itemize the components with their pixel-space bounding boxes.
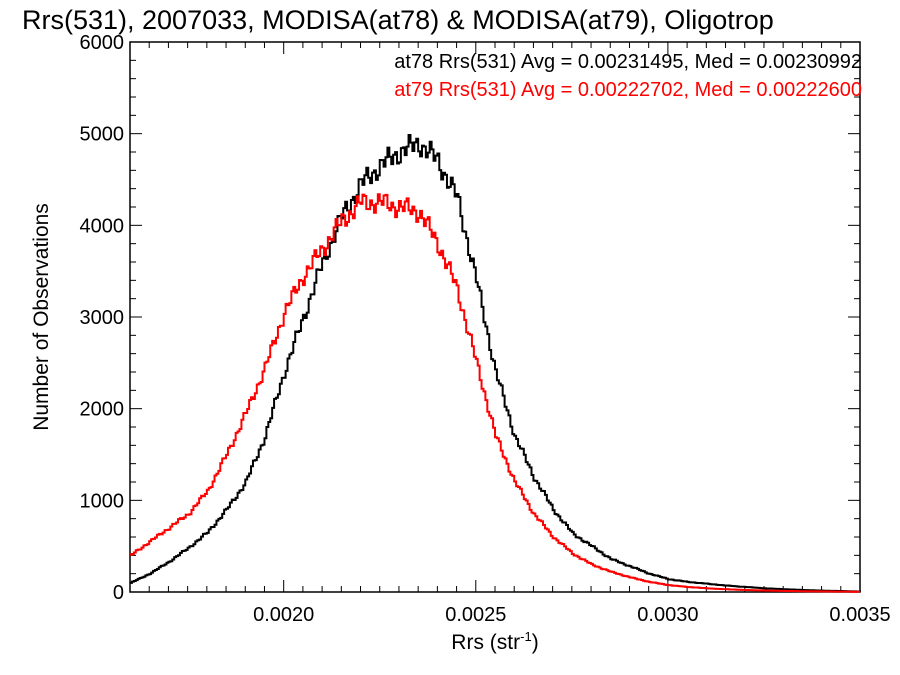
series-line-at78 [130, 133, 861, 593]
y-tick-label: 6000 [80, 32, 125, 54]
y-axis-label: Number of Observations [30, 203, 53, 431]
plot-frame [129, 41, 861, 593]
y-tick-label: 4000 [80, 215, 125, 237]
y-tick-label: 2000 [80, 399, 125, 421]
series-line-at79 [130, 193, 860, 593]
y-tick-label: 0 [113, 582, 124, 604]
chart-title: Rrs(531), 2007033, MODISA(at78) & MODISA… [22, 5, 774, 35]
series-layer [130, 133, 861, 593]
y-tick-label: 1000 [80, 490, 125, 512]
y-axis: 0 1000 2000 3000 4000 5000 6000 [80, 32, 860, 604]
y-tick-label: 3000 [80, 307, 125, 329]
plot-border [129, 41, 861, 593]
x-tick-label: 0.0025 [445, 604, 506, 626]
x-axis-label: Rrs (str-1) [451, 629, 538, 654]
legend-entry-at78: at78 Rrs(531) Avg = 0.00231495, Med = 0.… [394, 51, 862, 73]
x-tick-label: 0.0020 [253, 604, 314, 626]
legend-entry-at79: at79 Rrs(531) Avg = 0.00222702, Med = 0.… [394, 79, 862, 101]
x-tick-label: 0.0035 [829, 604, 890, 626]
x-axis: 0.0020 0.0025 0.0030 0.0035 [129, 42, 891, 626]
y-tick-label: 5000 [80, 124, 125, 146]
x-tick-label: 0.0030 [637, 604, 698, 626]
